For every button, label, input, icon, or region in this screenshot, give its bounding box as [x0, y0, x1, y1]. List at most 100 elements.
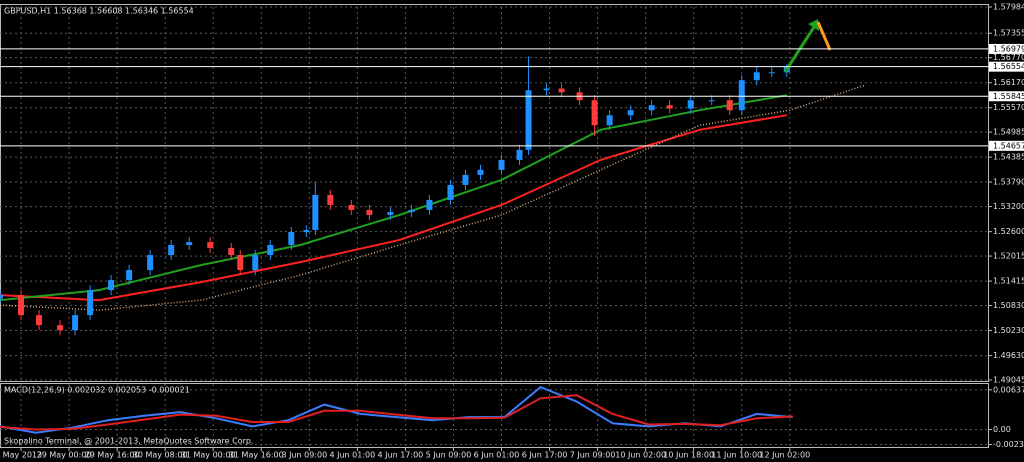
candle-body: [591, 100, 598, 126]
x-tick-label: 28 May 2013: [0, 451, 42, 460]
level-label-box: [989, 140, 1024, 151]
y-tick-label: 1.53200: [993, 202, 1024, 211]
y-tick-label: 1.49045: [993, 376, 1024, 385]
y-tick-label: 1.52015: [993, 252, 1024, 261]
candle-body: [72, 315, 79, 331]
x-tick-label: 4 Jun 01:00: [329, 451, 375, 460]
macd-header: MACD(12,26,9) 0.002032 0.002053 -0.00002…: [4, 386, 190, 395]
y-tick-label: 1.57355: [993, 29, 1024, 38]
x-tick-label: 11 Jun 10:00: [711, 451, 762, 460]
candle-body: [57, 325, 64, 331]
symbol-header: GBPUSD,H1 1.56368 1.56608 1.56346 1.5655…: [4, 7, 194, 16]
x-tick-label: 31 May 16:00: [229, 451, 284, 460]
x-tick-label: 6 Jun 17:00: [522, 451, 568, 460]
candle-body: [687, 100, 694, 109]
candle-body: [207, 242, 214, 248]
x-tick-label: 29 May 00:00: [37, 451, 92, 460]
candle-body: [525, 90, 532, 150]
x-tick-label: 7 Jun 09:00: [570, 451, 616, 460]
candle-body: [387, 212, 394, 215]
y-tick-label: 1.54985: [993, 128, 1024, 137]
y-tick-label: 1.52600: [993, 227, 1024, 236]
copyright: Skopalino Terminal, @ 2001-2013, MetaQuo…: [4, 437, 253, 446]
y-tick-label: 0.00: [993, 425, 1011, 434]
x-tick-label: 6 Jun 01:00: [474, 451, 520, 460]
macd-pane-frame: [0, 383, 989, 448]
x-tick-label: 10 Jun 18:00: [663, 451, 714, 460]
marks-layer: [0, 56, 866, 434]
y-tick-label: 1.56770: [993, 53, 1024, 62]
indicator-line: [0, 385, 793, 434]
candle-body: [108, 280, 115, 291]
level-label: 1.55845: [993, 92, 1024, 101]
level-label-box: [989, 43, 1024, 54]
candle-body: [558, 88, 565, 93]
candle-body: [288, 232, 295, 246]
y-tick-label: 1.50830: [993, 301, 1024, 310]
x-tick-label: 31 May 00:00: [181, 451, 236, 460]
grid-layer: [0, 6, 988, 447]
candle-body: [312, 194, 319, 230]
x-tick-label: 10 Jun 02:00: [615, 451, 666, 460]
candle-body: [252, 255, 259, 271]
y-tick-label: -0.002397: [993, 440, 1024, 449]
level-label: 1.56979: [993, 44, 1024, 53]
candle-body: [126, 270, 133, 281]
candle-body: [237, 255, 244, 271]
x-tick-label: 5 Jun 09:00: [426, 451, 472, 460]
up-arrow-head: [808, 19, 819, 31]
candle-body: [516, 149, 523, 160]
indicator-line: [0, 114, 787, 302]
level-label: 1.56554: [993, 62, 1024, 71]
candle-body: [462, 174, 469, 185]
candle-body: [267, 245, 274, 256]
indicator-line: [0, 94, 787, 302]
y-tick-label: 1.50230: [993, 326, 1024, 335]
candle-body: [768, 72, 775, 74]
candle-body: [447, 184, 454, 200]
candle-body: [606, 115, 613, 126]
indicator-line: [0, 84, 866, 311]
y-tick-label: 1.49630: [993, 351, 1024, 360]
y-tick-label: 1.53790: [993, 178, 1024, 187]
candle-body: [477, 169, 484, 175]
candle-body: [186, 242, 193, 246]
candle-body: [426, 199, 433, 210]
candle-body: [648, 105, 655, 111]
price-pane-frame: [0, 4, 989, 382]
x-tick-label: 4 Jun 17:00: [378, 451, 424, 460]
candle-body: [303, 229, 310, 233]
candle-body: [708, 100, 715, 102]
down-arrow: [816, 21, 832, 51]
indicator-line: [0, 394, 793, 431]
candle-body: [87, 290, 94, 316]
candle-body: [228, 247, 235, 256]
candle-body: [366, 209, 373, 215]
candle-body: [408, 209, 415, 213]
y-tick-label: 1.57984: [993, 3, 1024, 12]
level-label-box: [989, 61, 1024, 72]
up-arrow: [783, 23, 818, 73]
x-tick-label: 3 Jun 09:00: [281, 451, 327, 460]
candle-body: [543, 88, 550, 91]
candle-body: [168, 245, 175, 256]
y-tick-label: 1.56170: [993, 78, 1024, 87]
candle-body: [753, 72, 760, 81]
level-label: 1.54657: [993, 141, 1024, 150]
x-tick-label: 30 May 08:00: [133, 451, 188, 460]
x-tick-label: 29 May 16:00: [85, 451, 140, 460]
x-tick-label: 12 Jun 02:00: [759, 451, 810, 460]
level-label-box: [989, 91, 1024, 102]
candle-body: [147, 255, 154, 271]
candle-body: [0, 295, 3, 299]
y-tick-label: 1.51415: [993, 277, 1024, 286]
candle-body: [36, 315, 43, 326]
candle-body: [498, 159, 505, 170]
y-tick-label: 1.54385: [993, 153, 1024, 162]
candle-body: [18, 295, 25, 316]
candle-body: [738, 80, 745, 111]
candle-body: [666, 105, 673, 109]
candle-body: [327, 194, 334, 205]
